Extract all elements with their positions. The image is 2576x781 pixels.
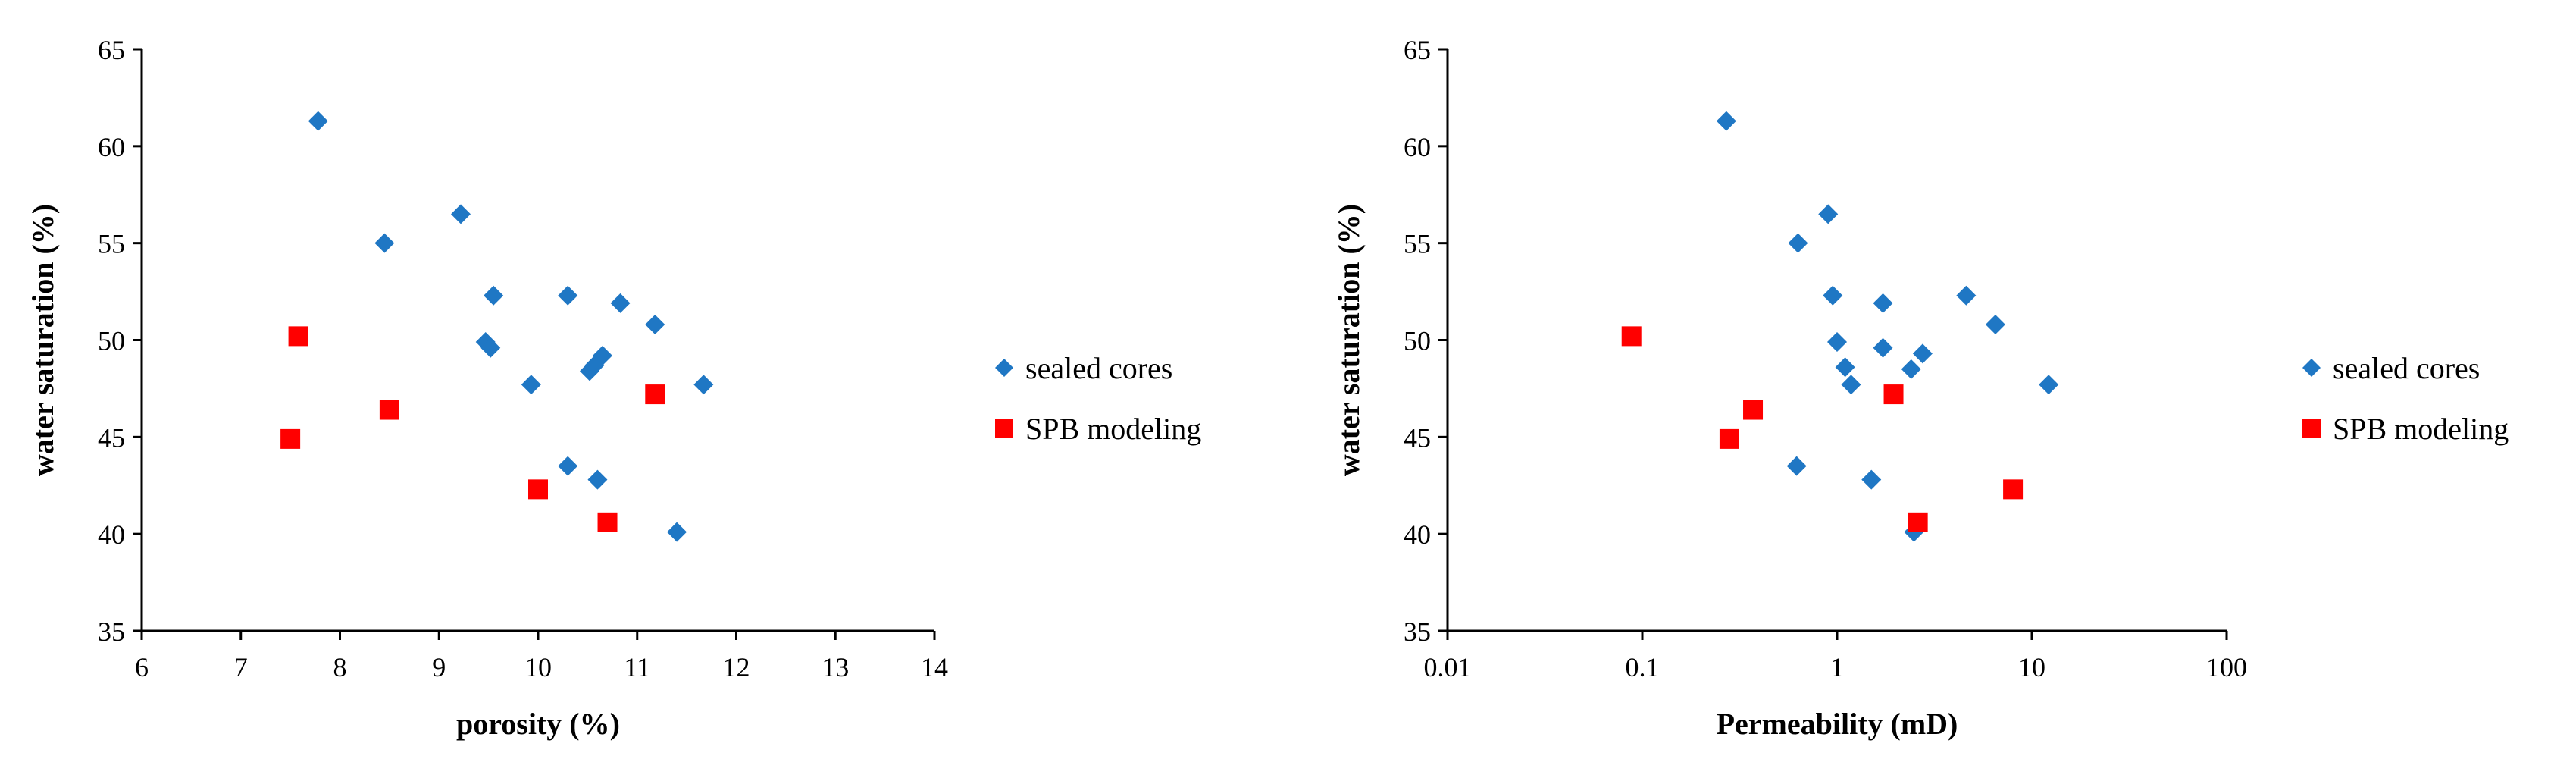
sealed-cores-point bbox=[693, 375, 714, 395]
y-tick-label: 50 bbox=[1404, 326, 1431, 356]
sealed-cores-point bbox=[1985, 315, 2005, 335]
sealed-cores-point bbox=[1716, 111, 1736, 131]
sealed-cores-point bbox=[451, 204, 471, 224]
y-tick-label: 55 bbox=[1404, 229, 1431, 259]
x-tick-label: 11 bbox=[624, 652, 650, 682]
y-tick-label: 45 bbox=[98, 422, 125, 453]
x-tick-label: 10 bbox=[2018, 652, 2045, 682]
sealed-cores-point bbox=[1823, 285, 1843, 306]
legend-marker-spb-modeling bbox=[2302, 419, 2321, 438]
sealed-cores-point bbox=[610, 293, 631, 313]
legend-marker-sealed-cores bbox=[995, 359, 1013, 377]
sealed-cores-point bbox=[480, 337, 501, 358]
x-axis-label: Permeability (mD) bbox=[1717, 707, 1958, 741]
legend-label: sealed cores bbox=[1025, 351, 1172, 385]
sealed-cores-point bbox=[558, 285, 578, 306]
x-tick-label: 6 bbox=[135, 652, 149, 682]
legend-label: SPB modeling bbox=[1025, 412, 1201, 446]
x-tick-label: 7 bbox=[234, 652, 248, 682]
chart-porosity: 35 40 45 50 55 60 65 6 7 8 9 10 11 12 13 14 porosity (%)… bbox=[26, 35, 1201, 741]
x-tick-label: 12 bbox=[723, 652, 750, 682]
spb-modeling-point bbox=[280, 428, 301, 449]
sealed-cores-point bbox=[1912, 343, 1933, 364]
sealed-cores-point bbox=[1788, 233, 1808, 253]
sealed-cores-point bbox=[579, 361, 599, 381]
x-tick-label: 13 bbox=[822, 652, 849, 682]
y-tick-label: 60 bbox=[1404, 132, 1431, 162]
spb-modeling-point bbox=[288, 326, 308, 347]
x-tick-label: 8 bbox=[333, 652, 347, 682]
y-tick-label: 40 bbox=[1404, 519, 1431, 550]
y-tick-label: 60 bbox=[98, 132, 125, 162]
y-axis-label: water saturation (%) bbox=[26, 204, 60, 476]
sealed-cores-point bbox=[1786, 456, 1807, 476]
chart-permeability: 35 40 45 50 55 60 65 0.01 0.1 1 10 100 Permeability … bbox=[1332, 35, 2509, 741]
spb-modeling-point bbox=[1883, 384, 1904, 405]
legend-marker-spb-modeling bbox=[995, 419, 1013, 438]
sealed-cores-point bbox=[1956, 285, 1977, 306]
y-tick-label: 65 bbox=[1404, 35, 1431, 65]
y-tick-label: 35 bbox=[1404, 616, 1431, 647]
x-tick-label: 0.1 bbox=[1626, 652, 1660, 682]
sealed-cores-point bbox=[1901, 359, 1921, 379]
sealed-cores-point bbox=[484, 285, 504, 306]
x-tick-label: 0.01 bbox=[1424, 652, 1472, 682]
legend-label: SPB modeling bbox=[2333, 412, 2509, 446]
sealed-cores-point bbox=[1827, 332, 1847, 353]
x-tick-label: 14 bbox=[921, 652, 948, 682]
x-tick-label: 1 bbox=[1830, 652, 1844, 682]
x-tick-label: 9 bbox=[432, 652, 446, 682]
y-tick-label: 50 bbox=[98, 326, 125, 356]
spb-modeling-point bbox=[1908, 512, 1928, 532]
sealed-cores-point bbox=[374, 233, 395, 253]
y-tick-label: 55 bbox=[98, 229, 125, 259]
y-tick-label: 35 bbox=[98, 616, 125, 647]
spb-modeling-point bbox=[379, 400, 399, 420]
sealed-cores-point bbox=[1873, 293, 1893, 313]
legend-label: sealed cores bbox=[2333, 351, 2480, 385]
sealed-cores-point bbox=[645, 315, 665, 335]
spb-modeling-point bbox=[597, 512, 618, 532]
spb-modeling-point bbox=[528, 479, 548, 500]
sealed-cores-point bbox=[308, 111, 328, 131]
sealed-cores-point bbox=[558, 456, 578, 476]
y-axis-label: water saturation (%) bbox=[1332, 204, 1366, 476]
spb-modeling-point bbox=[2003, 479, 2024, 500]
sealed-cores-point bbox=[1861, 469, 1882, 490]
legend-marker-sealed-cores bbox=[2302, 359, 2321, 377]
sealed-cores-point bbox=[667, 522, 687, 542]
sealed-cores-point bbox=[1818, 204, 1839, 224]
x-axis-label: porosity (%) bbox=[456, 707, 620, 741]
spb-modeling-point bbox=[1743, 400, 1764, 420]
spb-modeling-point bbox=[645, 384, 665, 405]
sealed-cores-point bbox=[2039, 375, 2059, 395]
y-tick-label: 45 bbox=[1404, 422, 1431, 453]
sealed-cores-point bbox=[1835, 357, 1855, 378]
sealed-cores-point bbox=[1873, 337, 1893, 358]
x-tick-label: 100 bbox=[2206, 652, 2247, 682]
sealed-cores-point bbox=[587, 469, 608, 490]
sealed-cores-point bbox=[521, 375, 541, 395]
spb-modeling-point bbox=[1719, 428, 1739, 449]
sealed-cores-point bbox=[1841, 375, 1861, 395]
y-tick-label: 40 bbox=[98, 519, 125, 550]
x-tick-label: 10 bbox=[524, 652, 552, 682]
spb-modeling-point bbox=[1621, 326, 1642, 347]
y-tick-label: 65 bbox=[98, 35, 125, 65]
